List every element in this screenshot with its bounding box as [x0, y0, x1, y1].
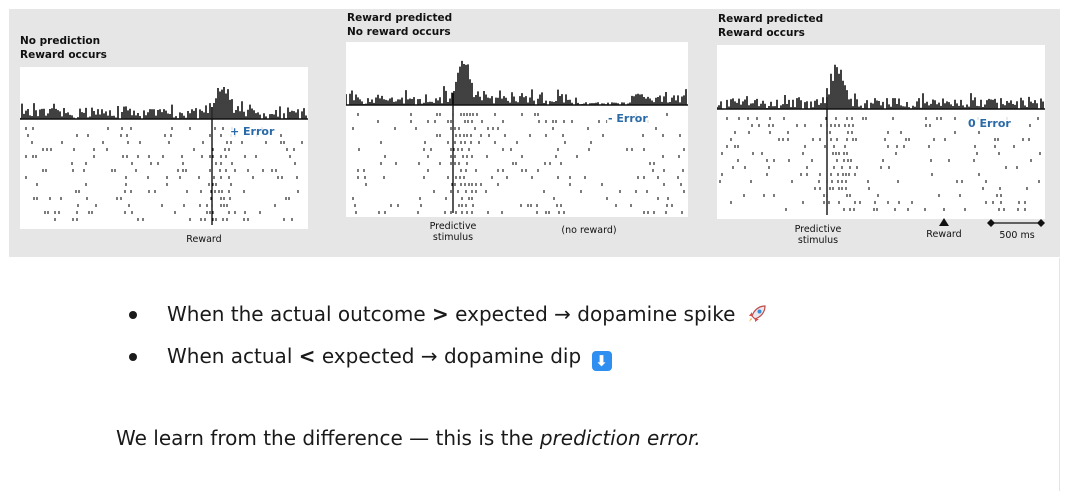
histogram-bars	[346, 60, 687, 105]
summary-emphasis: prediction error.	[539, 426, 701, 450]
bullet-dip: When actual < expected → dopamine dip ⬇	[125, 340, 768, 382]
panel-2-error-label: - Error	[607, 112, 649, 125]
bullet-spike-after: expected → dopamine spike	[448, 302, 736, 326]
bullet-dip-before: When actual	[167, 344, 299, 368]
panel-2-raster	[346, 42, 688, 217]
greater-than-symbol: >	[432, 302, 449, 326]
panel-3-scale-label: 500 ms	[999, 230, 1035, 241]
panel-1-raster	[20, 67, 308, 229]
less-than-symbol: <	[298, 344, 316, 368]
rocket-icon	[748, 305, 766, 322]
panel-2-stimulus-label: Predictive stimulus	[429, 221, 477, 243]
panel-1-error-label: + Error	[229, 125, 276, 138]
panel-3-error-label: 0 Error	[967, 117, 1012, 130]
spike-raster	[352, 113, 685, 214]
panel-3-stimulus-label: Predictive stimulus	[794, 224, 842, 246]
summary-main: We learn from the difference — this is t…	[116, 426, 540, 450]
scale-bar	[987, 219, 1045, 227]
summary-text: We learn from the difference — this is t…	[116, 426, 701, 450]
bullet-list: When the actual outcome > expected → dop…	[125, 298, 768, 382]
down-arrow-box-icon: ⬇	[591, 351, 612, 371]
bullet-dot	[129, 353, 137, 361]
page-edge-rule	[1059, 258, 1060, 491]
panel-3-raster	[717, 45, 1045, 219]
panel-3-reward-label: Reward	[926, 229, 962, 240]
spike-raster	[25, 127, 303, 221]
panel-1-reward-label: Reward	[186, 234, 222, 245]
reward-triangle-icon	[939, 218, 949, 226]
bullet-spike-before: When the actual outcome	[167, 302, 433, 326]
spike-raster	[719, 117, 1041, 211]
panel-3-title: Reward predicted Reward occurs	[718, 13, 824, 39]
histogram-bars	[717, 64, 1044, 109]
panel-2-no-reward-label: (no reward)	[561, 225, 617, 236]
bullet-dot	[129, 311, 137, 319]
bullet-spike: When the actual outcome > expected → dop…	[125, 298, 768, 340]
histogram-bars	[20, 86, 307, 119]
panel-1-title: No prediction Reward occurs	[20, 35, 107, 61]
dopamine-figure: No prediction Reward occurs + Error Rewa…	[9, 9, 1060, 257]
bullet-dip-after: expected → dopamine dip	[315, 344, 582, 368]
panel-2-title: Reward predicted No reward occurs	[347, 12, 453, 38]
